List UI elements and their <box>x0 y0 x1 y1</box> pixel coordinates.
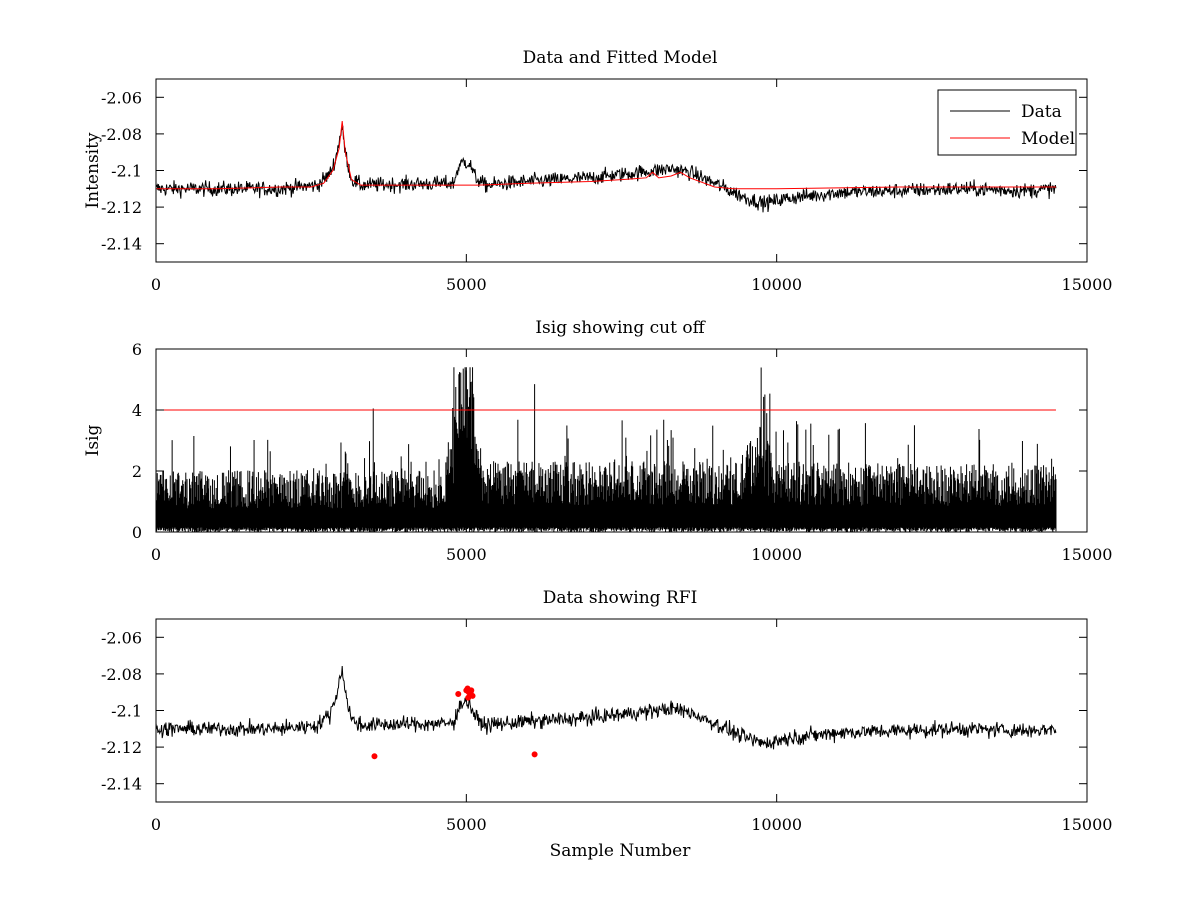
chart-title: Isig showing cut off <box>535 318 706 338</box>
y-tick-label: -2.12 <box>101 738 142 757</box>
y-tick-labels: -2.14 -2.12 -2.1 -2.08 -2.06 <box>101 88 142 253</box>
y-tick-label: -2.12 <box>101 198 142 217</box>
x-tick-label: 10000 <box>751 815 802 834</box>
x-tick-labels: 0 5000 10000 15000 <box>151 275 1113 294</box>
axes-frame <box>155 348 1088 533</box>
y-tick-label: -2.08 <box>101 125 142 144</box>
tick-marks <box>155 619 1088 802</box>
tick-marks <box>155 79 1088 262</box>
x-tick-label: 15000 <box>1062 275 1113 294</box>
plot-area <box>156 666 1057 760</box>
x-tick-label: 0 <box>151 545 161 564</box>
x-tick-label: 5000 <box>446 275 487 294</box>
y-tick-labels: 0 2 4 6 <box>132 340 142 542</box>
x-axis-label: Sample Number <box>550 841 692 861</box>
x-tick-label: 5000 <box>446 815 487 834</box>
series-data-line <box>156 125 1057 213</box>
legend: Data Model <box>937 89 1077 156</box>
x-tick-labels: 0 5000 10000 15000 <box>151 545 1113 564</box>
plot-area <box>156 367 1057 532</box>
x-tick-label: 5000 <box>446 545 487 564</box>
chart-title: Data showing RFI <box>543 588 698 608</box>
legend-box <box>937 89 1077 156</box>
plot-area <box>156 121 1057 213</box>
y-tick-label: -2.1 <box>111 162 142 181</box>
rfi-point <box>371 753 378 760</box>
x-tick-labels: 0 5000 10000 15000 <box>151 815 1113 834</box>
x-tick-label: 15000 <box>1062 545 1113 564</box>
x-tick-label: 10000 <box>751 275 802 294</box>
y-tick-label: 0 <box>132 523 142 542</box>
y-tick-label: -2.06 <box>101 88 142 107</box>
y-tick-label: -2.1 <box>111 702 142 721</box>
rfi-point <box>467 689 474 696</box>
y-tick-label: -2.14 <box>101 235 142 254</box>
y-tick-label: -2.06 <box>101 628 142 647</box>
rfi-point <box>455 691 462 698</box>
rfi-point <box>531 751 538 758</box>
series-model-line <box>156 121 1056 190</box>
y-tick-label: 6 <box>132 340 142 359</box>
series-isig-line <box>156 367 1057 532</box>
legend-label-model: Model <box>1021 129 1075 149</box>
y-tick-label: -2.08 <box>101 665 142 684</box>
chart-isig-showing-cut-off: Isig showing cut off 0 5000 10000 15000 … <box>83 318 1112 564</box>
x-tick-label: 10000 <box>751 545 802 564</box>
y-tick-label: 2 <box>132 462 142 481</box>
series-data-line <box>156 666 1057 750</box>
y-tick-label: 4 <box>132 401 142 420</box>
x-tick-label: 0 <box>151 815 161 834</box>
x-tick-label: 0 <box>151 275 161 294</box>
y-axis-label: Intensity <box>83 132 103 208</box>
legend-label-data: Data <box>1021 102 1062 122</box>
y-tick-labels: -2.14 -2.12 -2.1 -2.08 -2.06 <box>101 628 142 793</box>
chart-data-and-fitted-model: Data and Fitted Model 0 5000 10000 15000… <box>83 48 1112 294</box>
x-tick-label: 15000 <box>1062 815 1113 834</box>
tick-marks <box>155 348 1088 533</box>
y-tick-label: -2.14 <box>101 775 142 794</box>
chart-data-showing-rfi: Data showing RFI 0 5000 10000 15000 -2.1… <box>101 588 1112 861</box>
y-axis-label: Isig <box>83 425 103 457</box>
chart-title: Data and Fitted Model <box>523 48 718 68</box>
rfi-point <box>465 694 472 701</box>
